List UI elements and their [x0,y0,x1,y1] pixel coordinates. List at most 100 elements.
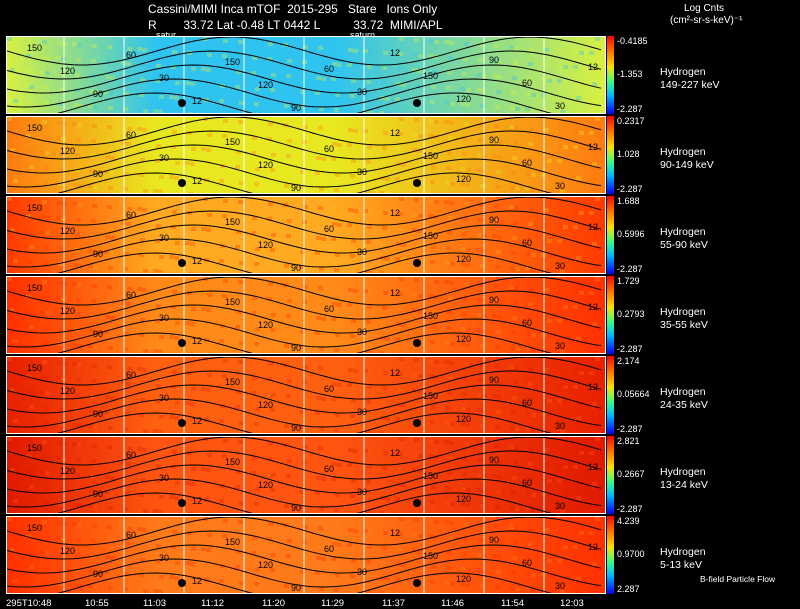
colorbar-min: -2.287 [617,104,643,114]
contour-label: 12 [588,302,598,312]
contour-label: 12 [390,208,400,218]
contour-label: 30 [159,393,169,403]
contour-label: 60 [324,464,334,474]
saturn-marker [413,499,421,507]
contour-label: 120 [60,386,75,396]
saturn-marker-label: satur [156,30,177,40]
colorbar-mid: 1.028 [617,149,640,159]
spectrogram-panel: 150 120 90 60 30 12 150 120 90 60 30 12 150 120 90 60 30… [6,276,606,354]
contour-label: 150 [27,523,42,533]
contour-label: 12 [588,62,598,72]
colorbar-max: -0.4185 [617,36,648,46]
contour-label: 120 [456,254,471,264]
contour-label: 12 [192,96,202,106]
contour-label: 90 [93,569,103,579]
time-tick-label: 11:46 [441,598,465,609]
contour-label: 120 [258,400,273,410]
time-tick-label: 10:55 [85,598,109,609]
plot-subtitle: R 33.72 Lat -0.48 LT 0442 L 33.72 MIMI/A… [148,18,443,32]
contour-label: 150 [225,457,240,467]
contour-label: 150 [27,443,42,453]
time-tick-label: 295T10:48 [6,598,52,609]
saturn-marker [178,499,186,507]
contour-label: 150 [423,231,438,241]
contour-label: 150 [423,551,438,561]
species-label: Hydrogen [660,66,706,78]
contour-label: 150 [27,123,42,133]
contour-label: 60 [522,558,532,568]
spectrogram-image: 150 120 90 60 30 12 150 120 90 60 30 12 150 120 90 60 30… [7,357,605,433]
colorbar [607,116,614,194]
channel-label: Hydrogen 13-24 keV [660,466,708,492]
contour-label: 150 [27,283,42,293]
contour-label: 30 [357,87,367,97]
saturn-marker [413,259,421,267]
contour-label: 90 [489,535,499,545]
time-tick-label: 11:37 [382,598,406,609]
spectrogram-image: 150 120 90 60 30 12 150 120 90 60 30 12 150 120 90 60 30… [7,277,605,353]
colorbar-mid: 0.2793 [617,309,645,319]
saturn-marker [413,179,421,187]
contour-label: 120 [258,240,273,250]
channel-label: Hydrogen 24-35 keV [660,386,708,412]
contour-label: 30 [159,313,169,323]
saturn-marker [413,339,421,347]
contour-label: 150 [225,537,240,547]
contour-label: 150 [27,203,42,213]
contour-label: 90 [291,583,301,593]
colorbar-max: 2.174 [617,356,640,366]
units-label-sub: (cm²-sr-s-keV)⁻¹ [670,15,743,26]
contour-label: 12 [588,222,598,232]
contour-label: 30 [555,421,565,431]
contour-label: 30 [159,233,169,243]
contour-label: 12 [192,576,202,586]
contour-label: 150 [225,137,240,147]
contour-label: 60 [522,398,532,408]
colorbar [607,196,614,274]
colorbar-min: -2.287 [617,184,643,194]
contour-label: 90 [489,455,499,465]
spectrogram-panel: 150 120 90 60 30 12 150 120 90 60 30 12 150 120 90 60 30… [6,36,606,114]
contour-label: 60 [126,370,136,380]
contour-label: 90 [291,263,301,273]
colorbar-min: 2.287 [617,584,640,594]
spectrogram-panel: 150 120 90 60 30 12 150 120 90 60 30 12 150 120 90 60 30… [6,356,606,434]
contour-label: 150 [27,43,42,53]
colorbar-mid: 0.5996 [617,229,645,239]
contour-label: 30 [159,153,169,163]
contour-label: 60 [126,450,136,460]
contour-label: 150 [423,471,438,481]
colorbar-max: 0.2317 [617,116,645,126]
spectrogram-image: 150 120 90 60 30 12 150 120 90 60 30 12 150 120 90 60 30… [7,197,605,273]
spectrogram-panel: 150 120 90 60 30 12 150 120 90 60 30 12 150 120 90 60 30… [6,196,606,274]
contour-label: 150 [225,57,240,67]
contour-label: 12 [192,416,202,426]
species-label: Hydrogen [660,466,706,478]
contour-label: 60 [522,78,532,88]
contour-label: 12 [588,542,598,552]
contour-label: 90 [291,503,301,513]
species-label: Hydrogen [660,546,706,558]
channel-label: Hydrogen 35-55 keV [660,306,708,332]
contour-label: 30 [555,181,565,191]
contour-label: 30 [357,487,367,497]
contour-label: 30 [357,167,367,177]
contour-label: 120 [258,480,273,490]
contour-label: 60 [126,210,136,220]
time-tick-label: 11:03 [143,598,167,609]
contour-label: 12 [588,462,598,472]
time-tick-label: 11:54 [501,598,525,609]
contour-label: 150 [225,217,240,227]
contour-label: 150 [27,363,42,373]
contour-label: 90 [489,55,499,65]
contour-label: 12 [192,256,202,266]
species-label: Hydrogen [660,226,706,238]
contour-label: 12 [192,336,202,346]
contour-label: 60 [324,384,334,394]
species-label: Hydrogen [660,386,706,398]
energy-range-label: 24-35 keV [660,399,708,411]
spectrogram-image: 150 120 90 60 30 12 150 120 90 60 30 12 150 120 90 60 30… [7,117,605,193]
contour-label: 60 [522,238,532,248]
spectrogram-panel: 150 120 90 60 30 12 150 120 90 60 30 12 150 120 90 60 30… [6,436,606,514]
contour-label: 90 [93,409,103,419]
